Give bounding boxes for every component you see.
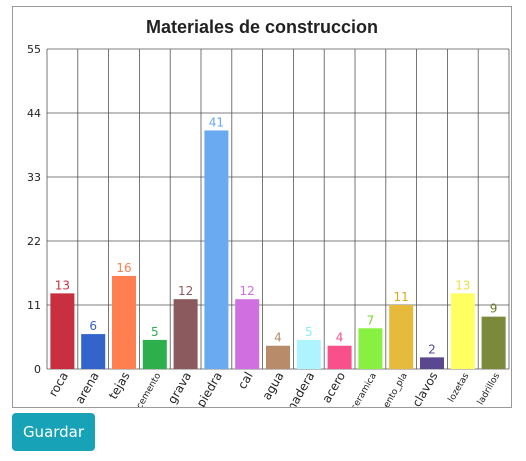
bar-agua <box>265 345 291 369</box>
value-label-lozetas: 13 <box>455 278 470 292</box>
y-tick-label: 55 <box>27 43 41 56</box>
save-button[interactable]: Guardar <box>12 413 95 451</box>
bar-ceramica <box>358 328 383 369</box>
bar-piedra <box>204 130 229 369</box>
value-label-cemento_pla: 11 <box>394 290 409 304</box>
x-tick-label-madera: madera <box>282 370 317 408</box>
x-tick-label-piedra: piedra <box>194 370 225 408</box>
bar-cemento_pla <box>389 305 414 369</box>
value-label-madera: 5 <box>305 325 313 339</box>
value-label-roca: 13 <box>55 278 70 292</box>
value-label-cal: 12 <box>240 284 255 298</box>
x-tick-label-cemento: cemento <box>135 371 164 407</box>
bar-cemento <box>142 339 167 369</box>
y-tick-label: 0 <box>34 363 41 376</box>
value-label-arena: 6 <box>89 319 97 333</box>
x-tick-label-acero: acero <box>319 370 348 406</box>
bar-arena <box>81 334 106 369</box>
bar-ladrillos <box>481 316 506 369</box>
bar-tejas <box>111 275 137 369</box>
bar-cal <box>235 299 260 369</box>
y-tick-label: 11 <box>27 299 41 312</box>
x-tick-label-roca: roca <box>46 370 71 399</box>
bar-madera <box>296 339 321 369</box>
x-tick-label-grava: grava <box>165 370 194 407</box>
value-label-agua: 4 <box>274 331 282 345</box>
x-tick-label-tejas: tejas <box>106 370 133 402</box>
value-label-ladrillos: 9 <box>490 302 498 316</box>
x-tick-label-lozetas: lozetas <box>447 371 472 404</box>
chart-container: Materiales de construccion 0 11 22 33 44 55 1… <box>12 6 512 408</box>
bar-lozetas <box>450 293 475 369</box>
x-tick-label-ceramica: ceramica <box>350 372 379 408</box>
value-label-tejas: 16 <box>116 261 131 275</box>
y-tick-label: 33 <box>27 171 41 184</box>
value-label-cemento: 5 <box>151 325 159 339</box>
bar-grava <box>173 299 198 369</box>
bar-clavos <box>419 357 445 369</box>
chart-title: Materiales de construccion <box>146 17 378 37</box>
y-tick-label: 44 <box>27 107 41 120</box>
value-label-ceramica: 7 <box>367 313 375 327</box>
bar-roca <box>50 293 75 369</box>
x-tick-label-ladrillos: ladrillos <box>476 371 502 407</box>
x-tick-label-arena: arena <box>72 370 101 407</box>
x-tick-label-agua: agua <box>260 370 287 403</box>
value-label-clavos: 2 <box>428 342 436 356</box>
value-label-grava: 12 <box>178 284 193 298</box>
bar-acero <box>327 345 352 369</box>
value-label-acero: 4 <box>336 331 344 345</box>
y-tick-label: 22 <box>27 235 41 248</box>
x-tick-label-cal: cal <box>235 370 256 392</box>
value-label-piedra: 41 <box>209 115 224 129</box>
x-tick-label-clavos: clavos <box>409 370 440 408</box>
